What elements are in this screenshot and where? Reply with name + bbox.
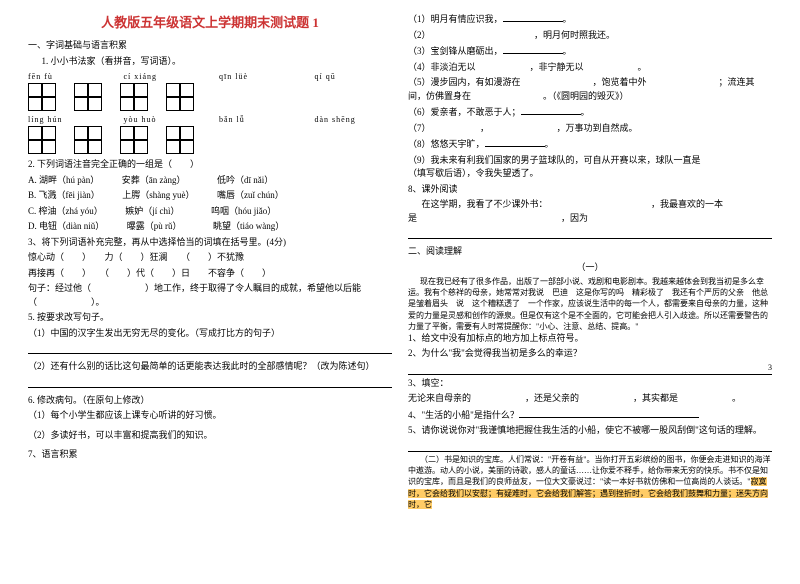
- pinyin-label: dàn shēng: [315, 115, 393, 124]
- pinyin-label: yòu huò: [124, 115, 202, 124]
- answer-line: [408, 227, 772, 239]
- fill-1: （1）明月有情应识我，。: [408, 12, 772, 27]
- passage-1: 现在我已经有了很多作品，出版了一部部小说、戏剧和电影剧本。我越来越体会到我当初是…: [408, 276, 772, 332]
- grid-box: [166, 126, 194, 154]
- question-5: 5. 按要求改写句子。: [28, 311, 392, 325]
- question-7: 7、语言积累: [28, 448, 392, 462]
- grid-box: [120, 83, 148, 111]
- grid-box: [74, 126, 102, 154]
- grid-box: [28, 126, 56, 154]
- pinyin-label: líng hún: [28, 115, 106, 124]
- option-c: C. 榨油（zhá yóu） 嫉妒（jí chì） 呜咽（hóu jiǎo）: [28, 205, 392, 219]
- q5-sub2: （2）还有什么别的话比这句最简单的话更能表达我此时的全部感情呢？（改为陈述句）: [28, 360, 392, 374]
- p1-q3-text: 无论来自母亲的 ，还是父亲的 ，其实都是 。: [408, 392, 772, 406]
- grid-row-2: [28, 126, 392, 154]
- question-6: 6. 修改病句。（在原句上修改）: [28, 394, 392, 408]
- q5-sub1: （1）中国的汉字生发出无穷无尽的变化。（写成打比方的句子）: [28, 327, 392, 341]
- fill-5: （5）漫步园内，有如漫游在 ，饱览着中外 ；流连其间，仿佛置身在 。（《圆明园的…: [408, 76, 772, 103]
- answer-line: 3: [408, 363, 772, 375]
- section-1-heading: 一、字词基础与语言积累: [28, 39, 392, 53]
- p1-q5: 5、请你说说你对"我谨慎地把握住我生活的小船，使它不被哪一股风刮倒"这句话的理解…: [408, 424, 772, 438]
- passage-1-title: （一）: [408, 261, 772, 275]
- pinyin-row-1: fēn fù cí xiáng qīn lüè qí qū: [28, 72, 392, 81]
- q3-line1: 惊心动（ ） 力（ ）狂澜 （ ）不犹豫: [28, 251, 392, 265]
- question-3: 3、将下列词语补充完整，再从中选择恰当的词填在括号里。(4分): [28, 236, 392, 250]
- fill-6: （6）爱亲者，不敢恶于人；。: [408, 105, 772, 120]
- fill-7: （7） ， ，万事功到自然成。: [408, 122, 772, 136]
- p1-q3: 3、填空：: [408, 377, 772, 391]
- q6-sub2: （2）多读好书，可以丰富和提高我们的知识。: [28, 429, 392, 443]
- p1-q2: 2、为什么"我"会觉得我当初是多么的幸运？: [408, 347, 772, 361]
- left-column: 人教版五年级语文上学期期末测试题 1 一、字词基础与语言积累 1. 小小书法家（…: [20, 12, 400, 572]
- passage-2: （二）书是知识的宝库。人们常说："开卷有益"。当你打开五彩缤纷的图书，你便会走进…: [408, 454, 772, 510]
- q8-text: 在这学期，我看了不少课外书： ，我最喜欢的一本是 ，因为: [408, 198, 772, 225]
- question-2: 2. 下列词语注音完全正确的一组是（ ）: [28, 158, 392, 172]
- grid-box: [74, 83, 102, 111]
- option-d: D. 电钮（diàn niǔ） 曝露（pù rǔ） 眺望（tiáo wàng）: [28, 220, 392, 234]
- fill-9: （9）我未来有利我们国家的男子篮球队的，可自从开赛以来，球队一直是 （填写歇后语…: [408, 154, 772, 181]
- grid-box: [120, 126, 148, 154]
- q6-sub1: （1）每个小学生都应该上课专心听讲的好习惯。: [28, 409, 392, 423]
- pinyin-row-2: líng hún yòu huò bǎn lǚ dàn shēng: [28, 115, 392, 124]
- pinyin-label: cí xiáng: [124, 72, 202, 81]
- p1-q4: 4、"生活的小船"是指什么？: [408, 408, 772, 423]
- fill-2: （2） ，明月何时照我还。: [408, 29, 772, 43]
- page-marker: 3: [768, 363, 772, 372]
- grid-box: [166, 83, 194, 111]
- answer-line: [28, 376, 392, 388]
- p1-q1: 1、给文中没有加标点的地方加上标点符号。: [408, 332, 772, 346]
- q3-line2: 再接再（ ） （ ）代（ ）日 不容争（ ）: [28, 267, 392, 281]
- q3-sentence: 句子：经过他（ ）地工作，终于取得了令人瞩目的成就，希望他以后能（ ）。: [28, 282, 392, 309]
- pinyin-label: qīn lüè: [219, 72, 297, 81]
- option-b: B. 飞溅（fēi jiàn） 上腭（shàng yuè） 嘴唇（zuǐ chú…: [28, 189, 392, 203]
- main-title: 人教版五年级语文上学期期末测试题 1: [28, 12, 392, 31]
- pinyin-label: qí qū: [315, 72, 393, 81]
- question-1: 1. 小小书法家（看拼音，写词语）。: [28, 55, 392, 69]
- section-2-heading: 二、阅读理解: [408, 245, 772, 259]
- grid-row-1: [28, 83, 392, 111]
- pinyin-label: bǎn lǚ: [219, 115, 297, 124]
- answer-line: [28, 342, 392, 354]
- fill-3: （3）宝剑锋从磨砺出，。: [408, 44, 772, 59]
- fill-4: （4）非淡泊无以 ，非宁静无以 。: [408, 61, 772, 75]
- answer-line: [408, 440, 772, 452]
- grid-box: [28, 83, 56, 111]
- fill-8: （8）悠悠天宇旷，。: [408, 137, 772, 152]
- option-a: A. 湖畔（hú pàn） 安葬（ān zàng） 低吟（dī nǎi）: [28, 174, 392, 188]
- right-column: （1）明月有情应识我，。 （2） ，明月何时照我还。 （3）宝剑锋从磨砺出，。 …: [400, 12, 780, 572]
- pinyin-label: fēn fù: [28, 72, 106, 81]
- question-8: 8、课外阅读: [408, 183, 772, 197]
